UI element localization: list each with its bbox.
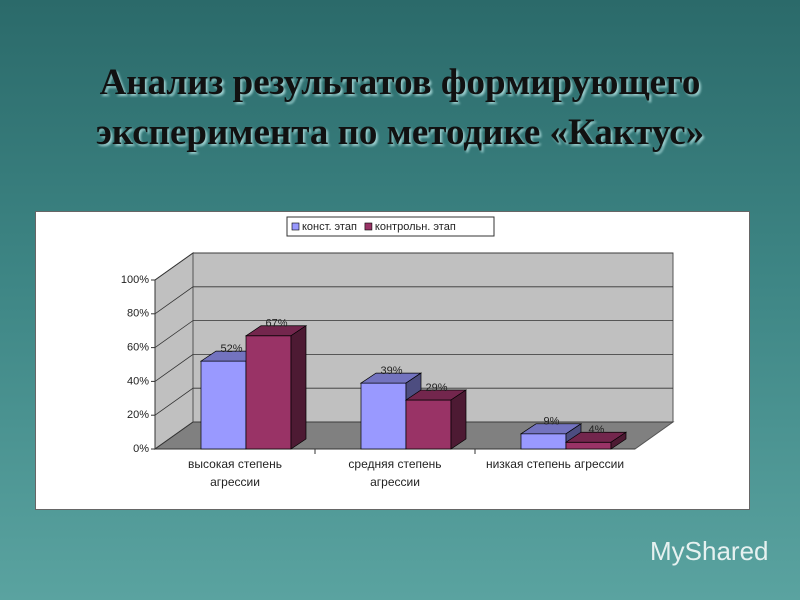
bar-side [450, 389, 467, 450]
legend-box [286, 216, 495, 237]
grid-line [154, 387, 673, 416]
bar [244, 325, 308, 450]
grid-line [154, 286, 673, 315]
value-label: 67% [265, 318, 287, 330]
bar-front [565, 441, 612, 450]
grid-line [154, 320, 673, 348]
x-tick-label: высокая степень агрессии [188, 457, 282, 489]
bar-front [360, 382, 407, 450]
grid-line [154, 252, 673, 281]
bar [404, 389, 468, 450]
watermark: MyShared [650, 536, 769, 566]
value-label: 29% [425, 382, 447, 394]
bar-front [245, 335, 292, 450]
value-label: 4% [589, 424, 605, 436]
title-wrap: Анализ результатов формирующего эксперим… [0, 58, 800, 158]
bar-side [290, 325, 307, 450]
bar-front [520, 433, 567, 450]
x-tick-label: низкая степень агрессии [485, 457, 625, 471]
grid-line [154, 353, 673, 382]
legend-label: конст. этап [302, 221, 357, 233]
slide-title: Анализ результатов формирующего эксперим… [95, 62, 705, 153]
y-tick-label: 0% [133, 443, 149, 455]
value-label: 52% [220, 343, 242, 355]
bar-front [405, 399, 452, 450]
y-tick-label: 100% [121, 274, 149, 286]
x-tick-label: средняя степень агрессии [348, 457, 442, 489]
value-label: 9% [544, 416, 560, 428]
bar-front [200, 360, 247, 450]
value-label: 39% [380, 365, 402, 377]
legend-swatch [364, 222, 373, 231]
y-tick-label: 80% [127, 308, 149, 320]
bar-side [610, 431, 627, 450]
side-wall [154, 252, 194, 450]
grid-line [154, 421, 673, 450]
legend-swatch [291, 222, 300, 231]
bar [564, 431, 628, 450]
y-tick-label: 60% [127, 342, 149, 354]
y-tick-label: 40% [127, 375, 149, 387]
y-tick-label: 20% [127, 409, 149, 421]
legend-label: контрольн. этап [375, 221, 456, 233]
